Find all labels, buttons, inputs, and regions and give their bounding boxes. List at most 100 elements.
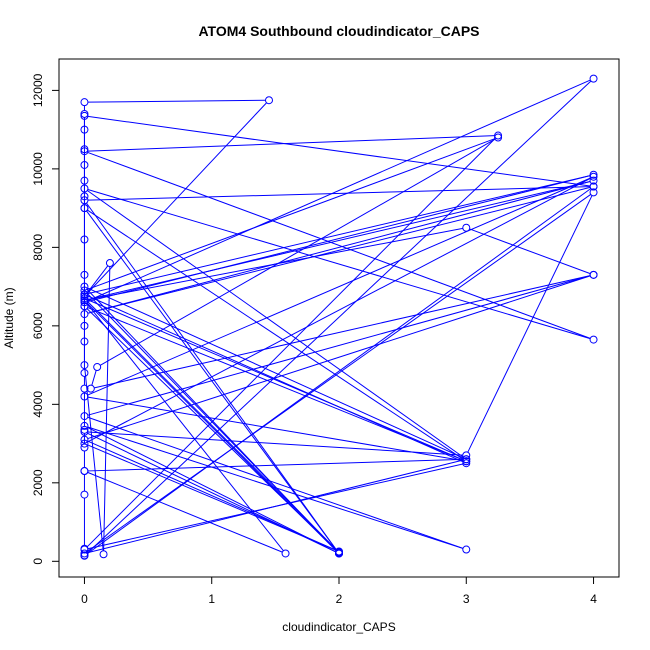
data-point (589, 172, 598, 181)
y-axis-label: Altitude (m) (2, 287, 16, 348)
series-segment (87, 444, 336, 551)
data-point (80, 392, 89, 401)
series-segment (86, 210, 338, 551)
data-point (80, 337, 89, 346)
series-segment (467, 195, 593, 453)
data-point (494, 133, 503, 142)
x-tick-label: 3 (463, 592, 470, 606)
x-tick-label: 1 (208, 592, 215, 606)
data-point (80, 196, 89, 205)
series-segment (87, 209, 464, 460)
data-point (462, 457, 471, 466)
data-point (80, 549, 89, 558)
series-segment (87, 459, 463, 554)
series-segment (86, 102, 267, 295)
data-point (589, 270, 598, 279)
data-point (494, 131, 503, 140)
data-point (80, 443, 89, 452)
series-segment (87, 175, 591, 302)
series-segment (103, 266, 111, 551)
data-point (80, 467, 89, 476)
series-segment (87, 180, 591, 301)
series-segment (87, 186, 591, 314)
y-tick-label: 2000 (31, 469, 45, 496)
series-segment (91, 370, 97, 386)
series-segment (87, 177, 591, 396)
series-points (80, 74, 598, 560)
data-point (80, 298, 89, 307)
data-point (335, 548, 343, 557)
series-segment (87, 135, 495, 152)
data-point (80, 147, 89, 156)
series-segment (87, 177, 591, 443)
series-segment (87, 396, 463, 462)
y-tick-label: 8000 (31, 234, 45, 261)
series-segment (86, 300, 337, 551)
data-point (589, 74, 598, 83)
data-point (80, 176, 89, 185)
data-point (80, 109, 89, 118)
data-point (462, 459, 471, 468)
data-point (80, 435, 89, 444)
data-point (80, 125, 89, 134)
data-point (80, 384, 89, 393)
series-segment (87, 440, 336, 551)
data-point (80, 270, 89, 279)
data-point (80, 412, 89, 421)
data-point (462, 455, 471, 464)
data-point (80, 145, 89, 154)
data-point (80, 490, 89, 499)
data-point (93, 363, 102, 372)
data-point (80, 551, 89, 560)
data-point (80, 235, 89, 244)
data-point (80, 321, 89, 330)
series-segment (94, 275, 591, 389)
data-point (80, 282, 89, 291)
series-segment (87, 189, 591, 340)
y-tick-label: 10000 (31, 152, 45, 186)
data-point (80, 98, 89, 107)
y-tick-label: 4000 (31, 391, 45, 418)
chart-title: ATOM4 Southbound cloudindicator_CAPS (198, 23, 479, 39)
data-point (80, 427, 89, 436)
data-point (265, 96, 273, 105)
plot-frame (58, 58, 620, 578)
data-point (462, 223, 471, 232)
data-point (80, 286, 89, 295)
series-segment (87, 175, 591, 295)
data-point (80, 204, 89, 213)
data-point (80, 425, 89, 434)
series-segment (87, 115, 591, 187)
data-point (462, 545, 471, 554)
x-axis-label: cloudindicator_CAPS (282, 620, 395, 634)
data-point (80, 545, 89, 554)
series-segment (84, 368, 104, 551)
y-tick-label: 6000 (31, 312, 45, 339)
series-segment (86, 302, 284, 552)
data-point (80, 294, 89, 303)
series-segment (87, 299, 464, 461)
data-point (80, 290, 89, 299)
series-segment (87, 99, 266, 103)
series-lines (83, 79, 593, 555)
data-point (462, 451, 471, 460)
data-point (80, 302, 89, 311)
data-point (589, 188, 598, 197)
series-segment (87, 227, 463, 301)
series-segment (87, 287, 464, 459)
data-point (80, 421, 89, 430)
data-point (80, 361, 89, 370)
series-segment (87, 431, 463, 456)
data-point (80, 296, 89, 305)
series-segment (99, 138, 496, 366)
data-point (589, 182, 598, 191)
series-segment (87, 275, 591, 416)
series-segment (87, 307, 464, 461)
series-segment (87, 190, 464, 458)
series-segment (86, 137, 496, 548)
series-segment (86, 80, 592, 554)
data-point (589, 176, 598, 185)
series-segment (86, 188, 592, 555)
series-segment (87, 194, 591, 552)
